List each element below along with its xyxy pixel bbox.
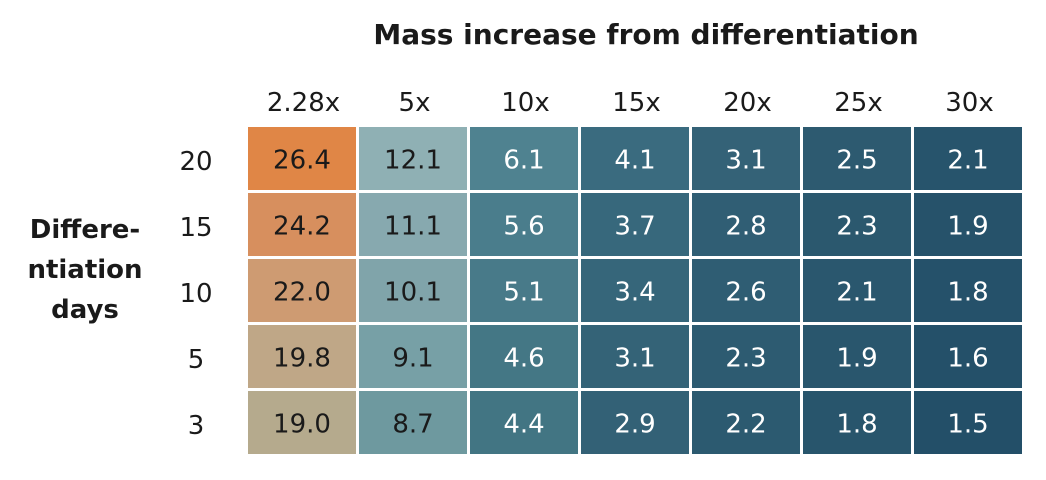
heatmap-cell: [692, 391, 800, 454]
heatmap-cell: [248, 391, 356, 454]
row-label: 5: [188, 345, 205, 375]
cell-value-label: 8.7: [392, 410, 433, 440]
cell-value-label: 6.1: [503, 146, 544, 176]
heatmap-cell: [581, 325, 689, 388]
heatmap-cell: [914, 325, 1022, 388]
cell-value-label: 11.1: [384, 212, 442, 242]
heatmap-cell: [803, 259, 911, 322]
cell-value-label: 2.5: [836, 146, 877, 176]
cell-value-label: 4.6: [503, 344, 544, 374]
cell-value-label: 3.4: [614, 278, 655, 308]
heatmap-cell: [470, 259, 578, 322]
heatmap-cell: [914, 127, 1022, 190]
heatmap-cell: [470, 391, 578, 454]
cell-value-label: 4.4: [503, 410, 544, 440]
heatmap-cell: [359, 391, 467, 454]
column-label: 2.28x: [267, 88, 340, 118]
cell-value-label: 1.9: [947, 212, 988, 242]
y-axis-label-line-1: Differe-: [30, 215, 140, 245]
heatmap-cell: [914, 391, 1022, 454]
cell-value-label: 2.9: [614, 410, 655, 440]
heatmap-cell: [803, 193, 911, 256]
column-labels: 2.28x 5x 10x 15x 20x 25x 30x: [267, 88, 994, 118]
heatmap-cell: [359, 127, 467, 190]
cell-value-label: 2.1: [947, 146, 988, 176]
cell-value-label: 1.5: [947, 410, 988, 440]
cell-value-label: 2.8: [725, 212, 766, 242]
cell-value-label: 5.1: [503, 278, 544, 308]
heatmap-cell: [692, 259, 800, 322]
cell-value-label: 1.8: [947, 278, 988, 308]
heatmap-cell: [803, 325, 911, 388]
cell-value-label: 1.6: [947, 344, 988, 374]
heatmap-cell: [470, 325, 578, 388]
cell-value-label: 4.1: [614, 146, 655, 176]
heatmap-cell: [470, 127, 578, 190]
cell-value-label: 3.1: [614, 344, 655, 374]
heatmap-cell: [692, 193, 800, 256]
column-label: 10x: [501, 88, 549, 118]
cell-value-label: 24.2: [273, 212, 331, 242]
row-label: 3: [188, 411, 205, 441]
cell-value-label: 1.8: [836, 410, 877, 440]
heatmap-cell: [581, 127, 689, 190]
heatmap-cell: [803, 391, 911, 454]
row-labels: 20 15 10 5 3: [179, 147, 212, 441]
column-label: 25x: [834, 88, 882, 118]
cell-value-label: 5.6: [503, 212, 544, 242]
heatmap-cell: [359, 325, 467, 388]
column-label: 30x: [945, 88, 993, 118]
cell-value-label: 2.1: [836, 278, 877, 308]
cell-value-label: 10.1: [384, 278, 442, 308]
heatmap-cell: [248, 127, 356, 190]
cell-value-label: 1.9: [836, 344, 877, 374]
column-label: 5x: [399, 88, 431, 118]
heatmap-cell: [581, 391, 689, 454]
heatmap-cell: [914, 193, 1022, 256]
cell-value-label: 3.1: [725, 146, 766, 176]
cell-value-label: 9.1: [392, 344, 433, 374]
cell-value-label: 2.3: [836, 212, 877, 242]
cell-value-label: 22.0: [273, 278, 331, 308]
heatmap-cell: [359, 259, 467, 322]
cell-value-label: 19.8: [273, 344, 331, 374]
heatmap-cell: [581, 259, 689, 322]
heatmap-cell: [470, 193, 578, 256]
row-label: 10: [179, 279, 212, 309]
y-axis-label-line-3: days: [51, 295, 119, 325]
y-axis-label-line-2: ntiation: [27, 255, 142, 285]
cell-value-label: 3.7: [614, 212, 655, 242]
cell-value-label: 26.4: [273, 146, 331, 176]
cell-value-label: 12.1: [384, 146, 442, 176]
heatmap-cell: [248, 193, 356, 256]
heatmap-cell: [248, 259, 356, 322]
cell-value-label: 2.6: [725, 278, 766, 308]
cell-value-label: 2.2: [725, 410, 766, 440]
heatmap-cell: [803, 127, 911, 190]
heatmap-cell: [581, 193, 689, 256]
heatmap-cell: [359, 193, 467, 256]
heatmap-cell: [914, 259, 1022, 322]
row-label: 20: [179, 147, 212, 177]
row-label: 15: [179, 213, 212, 243]
heatmap-cell: [692, 325, 800, 388]
heatmap-cells: 26.4 12.1 6.1 4.1 3.1 2.5 2.1 24.2 11.1 5.6 3.7 2.8…: [248, 127, 1022, 454]
column-label: 15x: [612, 88, 660, 118]
cell-value-label: 2.3: [725, 344, 766, 374]
cell-value-label: 19.0: [273, 410, 331, 440]
heatmap-cell: [692, 127, 800, 190]
heatmap-cell: [248, 325, 356, 388]
column-label: 20x: [723, 88, 771, 118]
chart-title: Mass increase from differentiation: [373, 18, 918, 51]
